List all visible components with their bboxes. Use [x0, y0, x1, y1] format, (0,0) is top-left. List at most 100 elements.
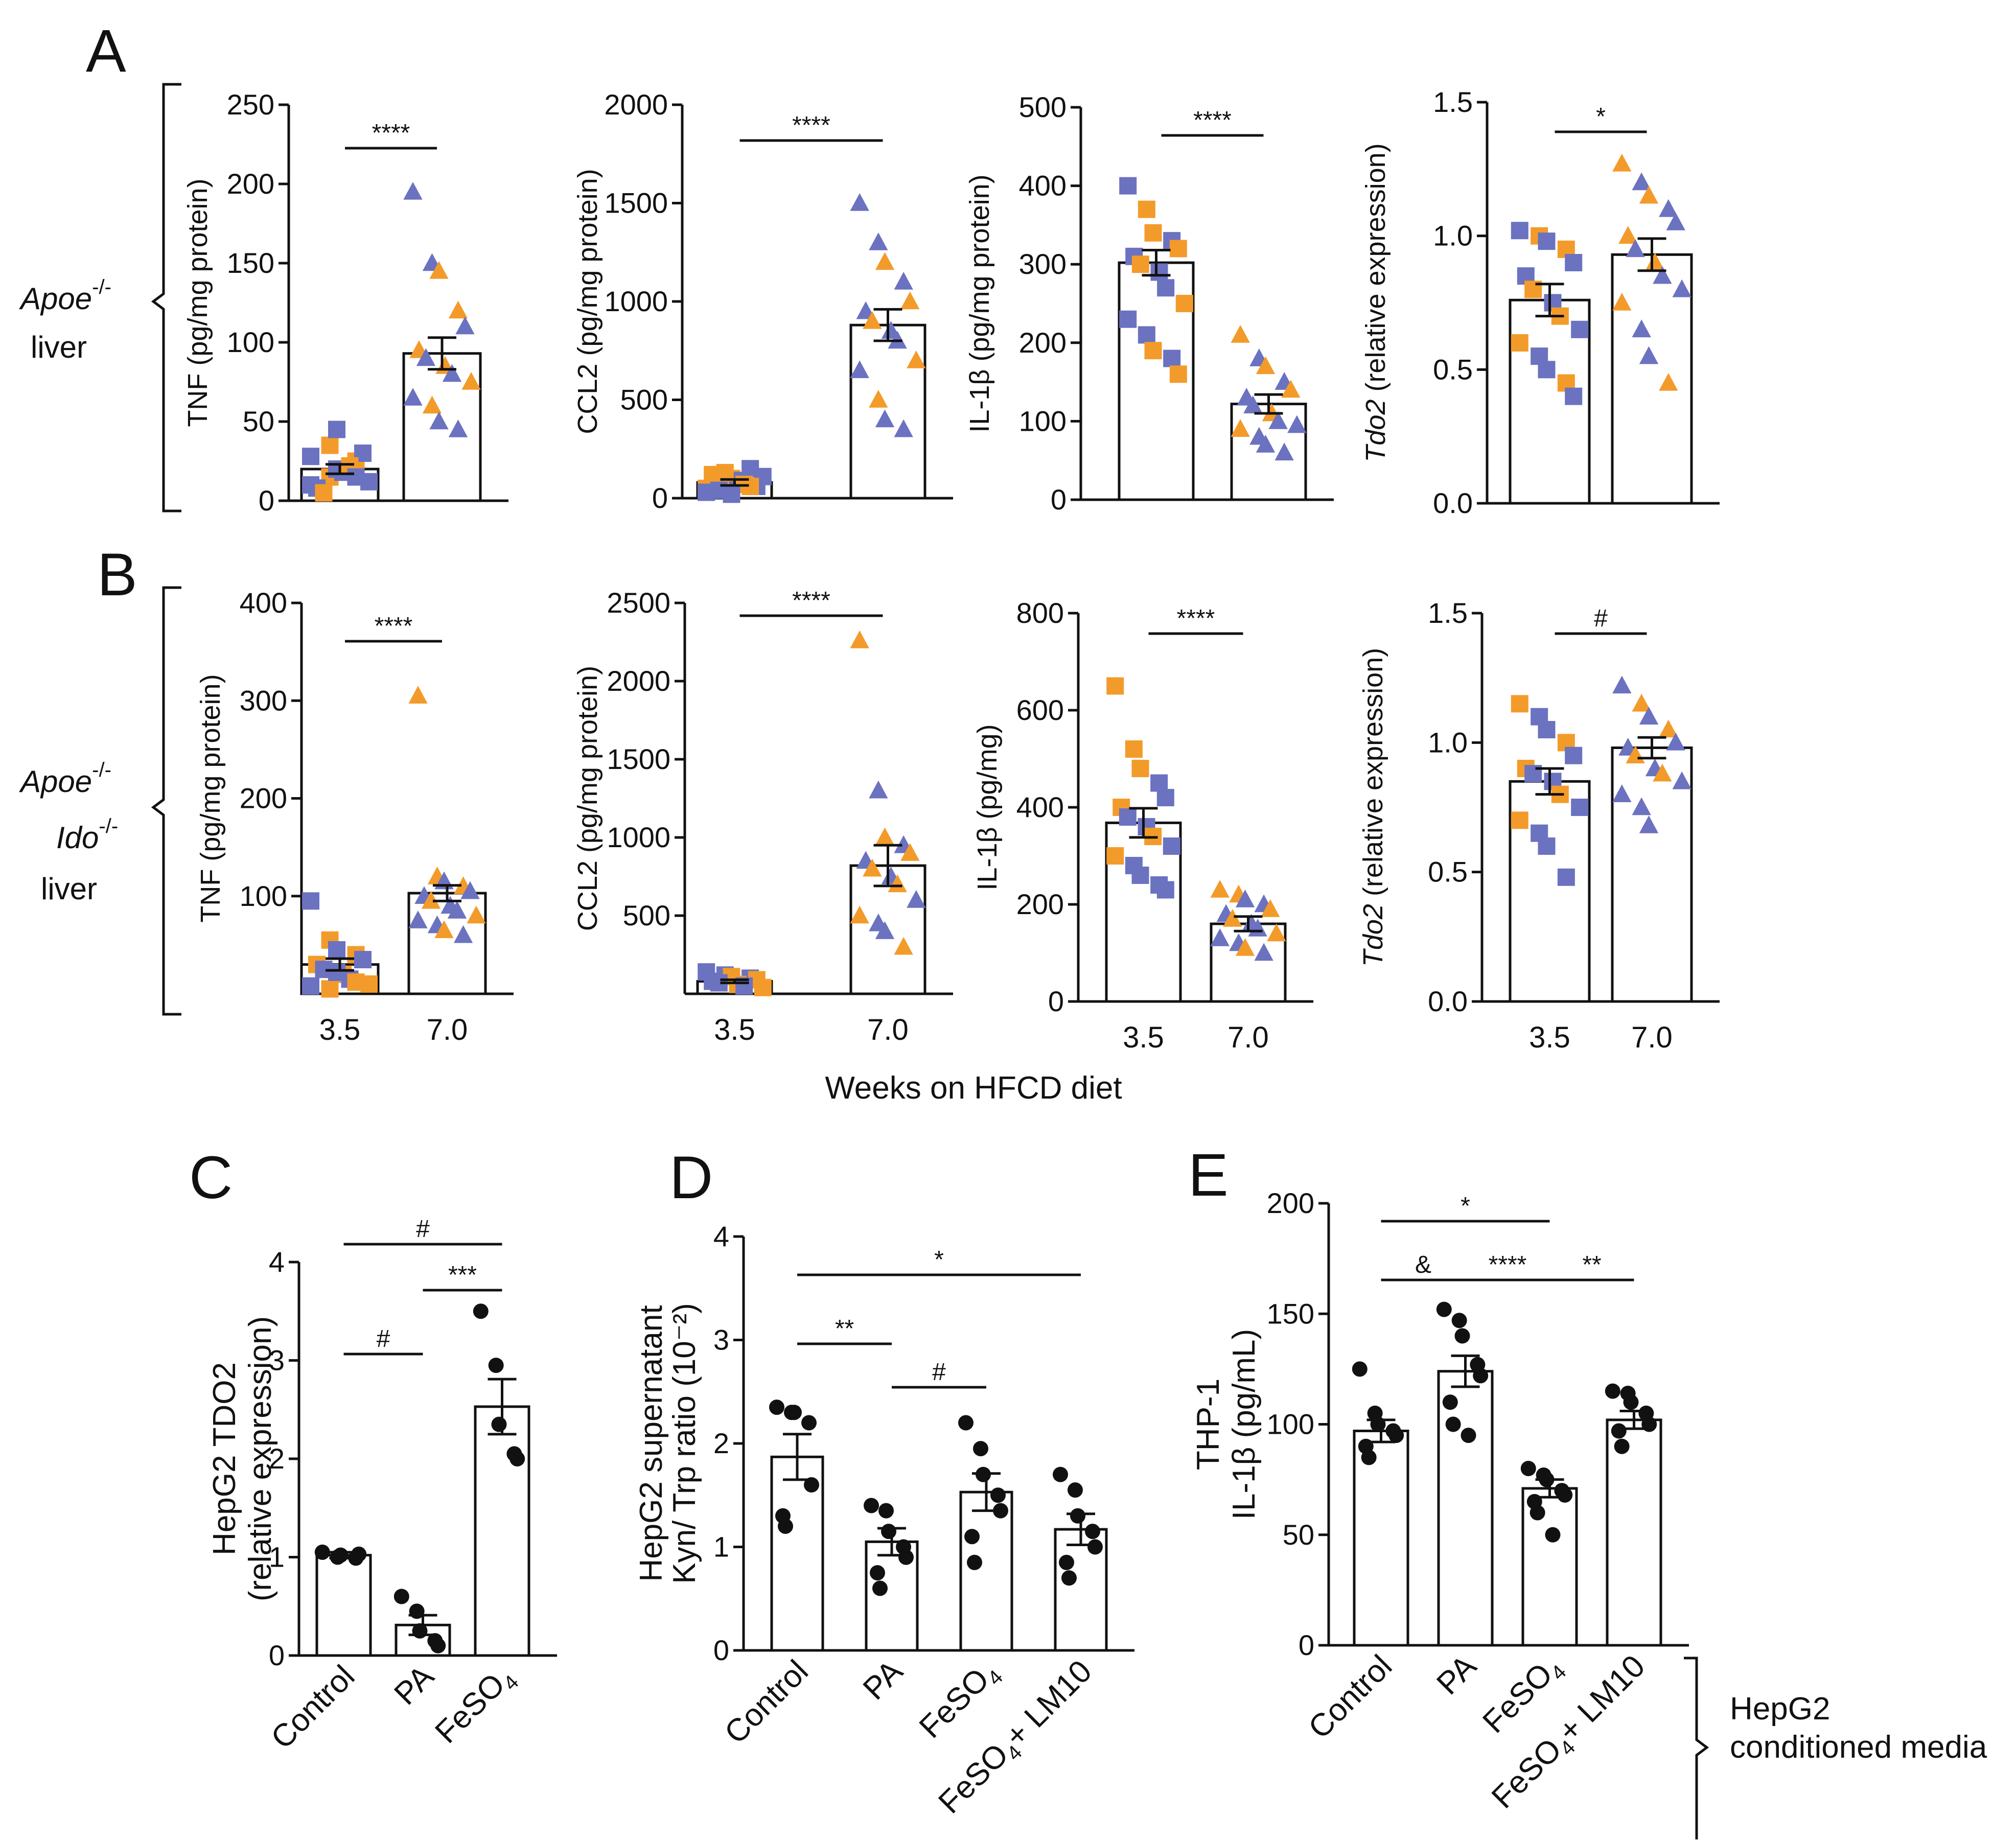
y-axis-title-line1: THP-1 [1191, 1379, 1226, 1470]
data-point [990, 1487, 1006, 1503]
y-tick-label: 0.5 [1428, 856, 1468, 888]
significance-label: **** [792, 587, 830, 614]
significance-label: **** [372, 120, 410, 147]
data-point [1053, 1466, 1068, 1482]
x-tick-label: Control [1302, 1648, 1399, 1745]
y-axis-title: IL-1β (pg/mg protein) [964, 174, 995, 432]
data-point [907, 890, 926, 908]
data-point [1281, 380, 1301, 398]
y-tick-label: 1500 [604, 187, 668, 219]
data-point [1235, 938, 1255, 956]
y-axis-title-gene: Tdo2 [1358, 904, 1388, 967]
data-point [1352, 1361, 1368, 1377]
data-point [354, 951, 372, 969]
y-tick-label: 0 [1048, 985, 1064, 1017]
data-point [1538, 721, 1556, 738]
data-point [1612, 784, 1632, 802]
y-tick-label: 1.0 [1433, 220, 1473, 252]
chart-a3: 0 100 200 300 400 500 IL-1β (pg/mg protein) ***… [964, 91, 1334, 516]
data-point [430, 1638, 446, 1653]
y-tick-label: 1.5 [1433, 86, 1473, 118]
y-tick-label: 100 [1267, 1408, 1314, 1440]
data-point [321, 436, 339, 454]
data-point [1565, 254, 1583, 271]
data-point [1254, 943, 1273, 961]
y-tick-label: 0 [259, 484, 274, 517]
y-tick-label: 0 [269, 1639, 285, 1671]
data-point [1632, 319, 1651, 338]
data-point [1571, 799, 1589, 816]
y-tick-label: 0 [652, 482, 668, 514]
data-point [1659, 719, 1678, 738]
data-point [1119, 177, 1137, 195]
data-point [455, 316, 475, 335]
data-point [804, 1477, 819, 1493]
x-tick-label: FeSO4 [428, 1659, 523, 1753]
y-tick-label: 200 [1019, 327, 1067, 359]
data-point [1106, 847, 1124, 865]
data-point [850, 630, 869, 648]
y-axis-title: CCL2 (pg/mg protein) [572, 666, 603, 931]
data-point [315, 484, 333, 502]
y-axis-title: Tdo2 (relative expression) [1358, 648, 1388, 967]
significance-label: **** [1489, 1251, 1527, 1278]
data-point [1106, 677, 1124, 695]
x-tick-rest: + LM10 [999, 1653, 1099, 1754]
y-tick-label: 2000 [604, 88, 668, 121]
data-point [1061, 1570, 1077, 1586]
y-tick-label: 0.0 [1433, 487, 1473, 519]
row-a-tissue: liver [31, 330, 87, 364]
y-tick-label: 1000 [604, 285, 668, 317]
data-point [333, 1547, 349, 1563]
significance-label: **** [792, 112, 830, 139]
data-point [863, 311, 882, 329]
data-point [1156, 789, 1174, 806]
x-tick-label: 3.5 [319, 1013, 361, 1046]
data-point [1361, 1450, 1377, 1465]
significance-label: **** [1193, 107, 1232, 134]
data-point [869, 780, 888, 799]
data-point [1231, 324, 1250, 343]
data-point [1614, 1438, 1630, 1454]
data-point [1256, 434, 1276, 453]
row-b-gene1: Apoe [19, 764, 92, 799]
panel-label-c: C [189, 1144, 233, 1211]
y-tick-label: 200 [227, 168, 274, 200]
y-tick-label: 1 [713, 1531, 729, 1563]
data-point [894, 419, 913, 437]
data-point [1256, 356, 1276, 375]
x-tick-label: Control [264, 1659, 361, 1756]
data-point [1639, 707, 1659, 725]
panel-label-b: B [97, 541, 137, 609]
data-point [778, 1519, 793, 1534]
data-point [1653, 266, 1672, 284]
chart-b1: 100 200 300 400 TNF (pg/mg protein) 3.5 7.0 ***… [195, 587, 514, 1046]
bar [1353, 1429, 1409, 1647]
data-point [850, 360, 869, 379]
data-point [1511, 811, 1528, 829]
data-point [1210, 879, 1230, 898]
data-point [1070, 1508, 1085, 1524]
data-point [1538, 361, 1556, 379]
data-point [1436, 1301, 1452, 1317]
y-tick-label: 1.5 [1428, 597, 1468, 629]
significance-label: * [934, 1246, 944, 1273]
data-point [1557, 1487, 1573, 1503]
y-tick-label: 50 [1283, 1519, 1314, 1551]
row-a-bracket [151, 83, 181, 512]
data-point [1538, 232, 1556, 250]
data-point [403, 387, 423, 406]
data-point [1169, 365, 1187, 383]
y-tick-label: 150 [1267, 1297, 1314, 1330]
y-tick-label: 2500 [607, 587, 670, 619]
data-point [453, 925, 473, 943]
data-point [1545, 1527, 1561, 1543]
y-tick-label: 4 [269, 1246, 285, 1278]
row-b-sup2: -/- [99, 815, 118, 837]
data-point [1659, 372, 1678, 391]
data-point [1150, 774, 1168, 792]
data-point [1144, 342, 1162, 360]
data-point [1473, 1368, 1489, 1384]
y-axis-title-gene: Tdo2 [1360, 400, 1391, 462]
